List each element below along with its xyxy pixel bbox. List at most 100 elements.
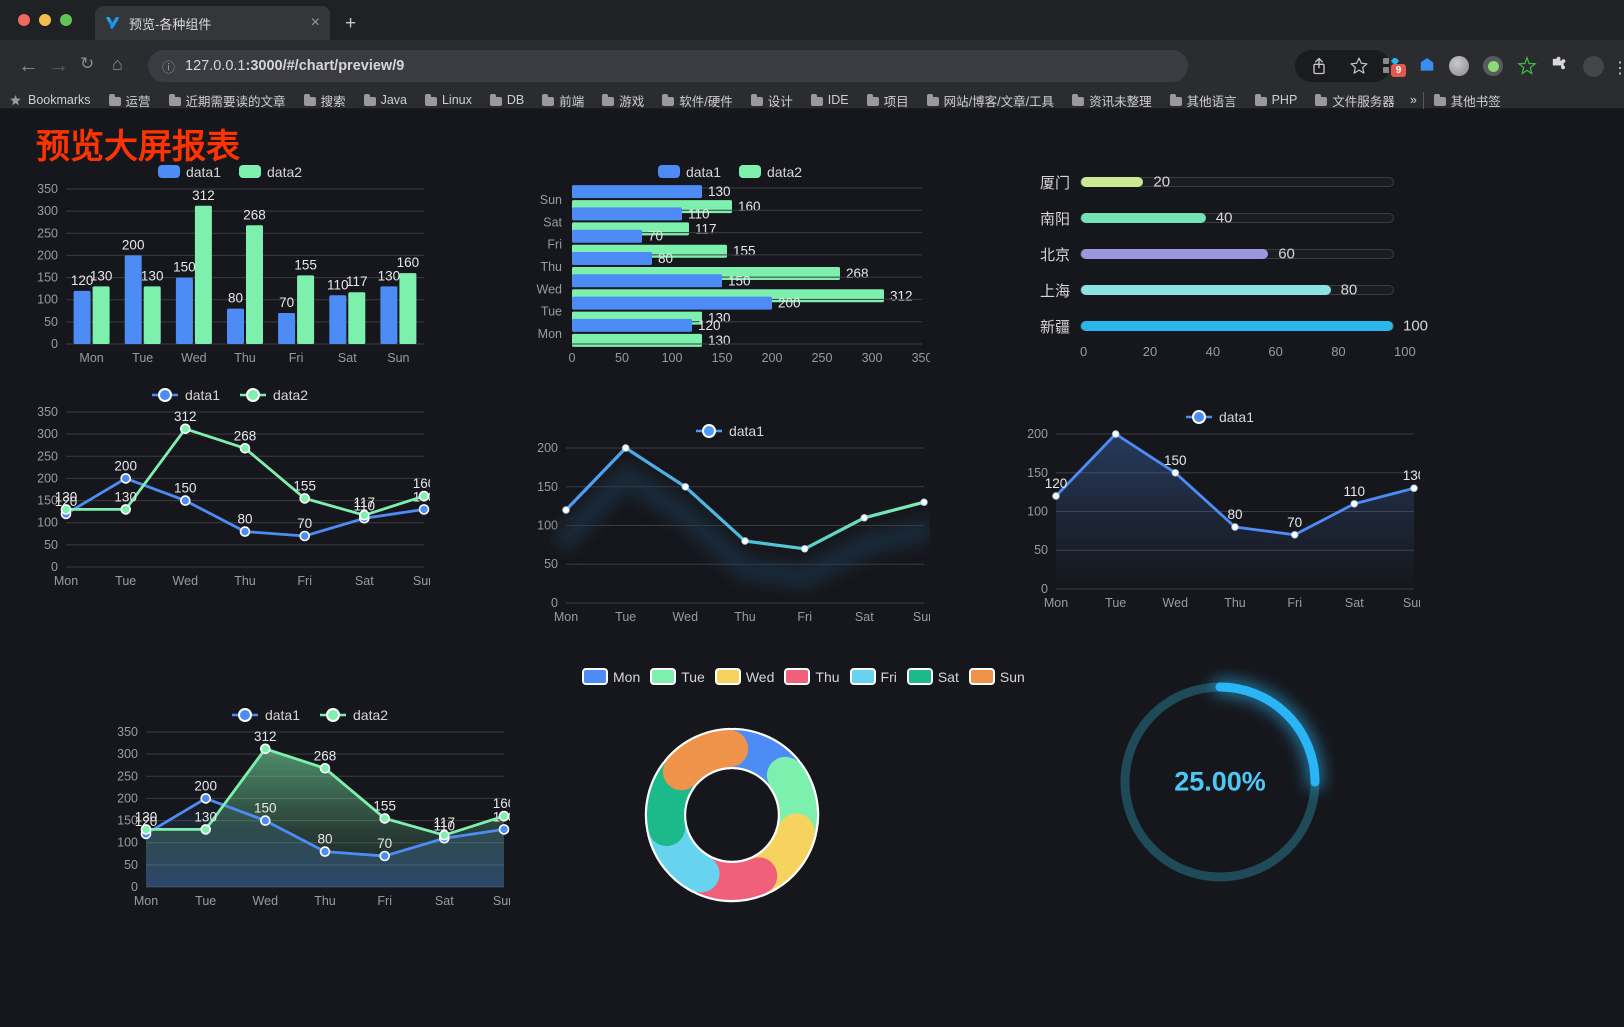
svg-text:155: 155 (373, 798, 396, 813)
svg-text:Thu: Thu (234, 574, 256, 587)
svg-text:160: 160 (493, 796, 510, 811)
svg-text:160: 160 (738, 199, 761, 214)
svg-text:312: 312 (890, 288, 913, 303)
svg-text:100: 100 (662, 351, 683, 364)
svg-text:150: 150 (37, 271, 58, 285)
svg-text:200: 200 (37, 471, 58, 485)
svg-text:312: 312 (254, 729, 277, 744)
svg-text:350: 350 (37, 407, 58, 419)
svg-text:130: 130 (194, 809, 217, 824)
svg-text:Sat: Sat (435, 894, 454, 907)
svg-text:200: 200 (194, 778, 217, 793)
svg-text:Mon: Mon (54, 574, 78, 587)
svg-text:Thu: Thu (1224, 596, 1246, 609)
svg-text:0: 0 (51, 560, 58, 574)
svg-text:117: 117 (434, 815, 456, 830)
svg-text:Thu: Thu (734, 610, 756, 623)
svg-text:Wed: Wed (673, 610, 699, 623)
svg-text:50: 50 (124, 858, 138, 872)
svg-text:80: 80 (317, 832, 332, 847)
svg-text:0: 0 (569, 351, 576, 364)
svg-text:Mon: Mon (538, 327, 562, 341)
svg-text:50: 50 (44, 315, 58, 329)
svg-text:150: 150 (174, 481, 197, 496)
svg-text:150: 150 (173, 260, 196, 275)
svg-text:Fri: Fri (547, 238, 562, 252)
svg-text:120: 120 (1045, 476, 1068, 491)
svg-text:Fri: Fri (289, 351, 304, 364)
svg-text:50: 50 (615, 351, 629, 364)
svg-text:Mon: Mon (134, 894, 158, 907)
svg-text:200: 200 (114, 458, 137, 473)
svg-text:268: 268 (243, 207, 266, 222)
svg-text:130: 130 (114, 489, 137, 504)
svg-text:0: 0 (131, 880, 138, 894)
svg-text:300: 300 (117, 747, 138, 761)
svg-text:100: 100 (37, 516, 58, 530)
svg-text:Sun: Sun (387, 351, 409, 364)
svg-text:Wed: Wed (173, 574, 199, 587)
svg-text:Fri: Fri (297, 574, 312, 587)
svg-text:155: 155 (294, 257, 317, 272)
svg-text:Sun: Sun (413, 574, 430, 587)
svg-text:117: 117 (346, 274, 368, 289)
svg-text:70: 70 (297, 516, 312, 531)
svg-text:70: 70 (1287, 515, 1302, 530)
svg-text:200: 200 (37, 248, 58, 262)
svg-text:250: 250 (812, 351, 833, 364)
svg-text:268: 268 (234, 428, 257, 443)
svg-text:100: 100 (1027, 505, 1048, 519)
svg-text:130: 130 (135, 809, 158, 824)
svg-text:130: 130 (708, 184, 731, 199)
svg-text:Sat: Sat (355, 574, 374, 587)
svg-text:Wed: Wed (537, 282, 563, 296)
svg-text:Sun: Sun (493, 894, 510, 907)
svg-text:160: 160 (397, 255, 420, 270)
svg-text:Fri: Fri (797, 610, 812, 623)
svg-text:160: 160 (413, 476, 430, 491)
svg-text:200: 200 (762, 351, 783, 364)
svg-text:268: 268 (314, 748, 337, 763)
svg-text:80: 80 (658, 251, 673, 266)
svg-text:Wed: Wed (253, 894, 279, 907)
svg-text:70: 70 (377, 836, 392, 851)
svg-text:Sat: Sat (338, 351, 357, 364)
svg-text:200: 200 (117, 791, 138, 805)
svg-text:0: 0 (51, 337, 58, 351)
svg-text:0: 0 (1041, 582, 1048, 596)
svg-text:Tue: Tue (615, 610, 636, 623)
svg-text:200: 200 (1027, 429, 1048, 441)
svg-text:300: 300 (37, 427, 58, 441)
svg-text:120: 120 (698, 318, 721, 333)
svg-text:Sun: Sun (540, 193, 562, 207)
svg-text:100: 100 (117, 836, 138, 850)
svg-text:Tue: Tue (1105, 596, 1126, 609)
svg-text:117: 117 (354, 495, 376, 510)
svg-text:130: 130 (1403, 468, 1420, 483)
svg-text:250: 250 (37, 226, 58, 240)
svg-text:Sun: Sun (1403, 596, 1420, 609)
svg-text:200: 200 (778, 296, 801, 311)
svg-text:Sat: Sat (543, 215, 562, 229)
svg-text:250: 250 (37, 449, 58, 463)
svg-text:200: 200 (122, 237, 145, 252)
svg-text:130: 130 (378, 268, 401, 283)
svg-text:350: 350 (912, 351, 930, 364)
svg-text:110: 110 (1344, 484, 1366, 499)
svg-text:Sat: Sat (855, 610, 874, 623)
svg-text:155: 155 (733, 244, 756, 259)
svg-text:130: 130 (141, 268, 164, 283)
svg-text:150: 150 (712, 351, 733, 364)
svg-text:300: 300 (862, 351, 883, 364)
svg-text:80: 80 (1227, 507, 1242, 522)
svg-text:130: 130 (90, 268, 113, 283)
svg-text:Mon: Mon (1044, 596, 1068, 609)
svg-text:150: 150 (728, 273, 751, 288)
svg-text:Tue: Tue (132, 351, 153, 364)
svg-text:268: 268 (846, 266, 869, 281)
svg-text:0: 0 (551, 596, 558, 610)
svg-text:Thu: Thu (540, 260, 562, 274)
svg-text:Thu: Thu (314, 894, 336, 907)
svg-text:50: 50 (1034, 543, 1048, 557)
svg-text:Wed: Wed (181, 351, 207, 364)
